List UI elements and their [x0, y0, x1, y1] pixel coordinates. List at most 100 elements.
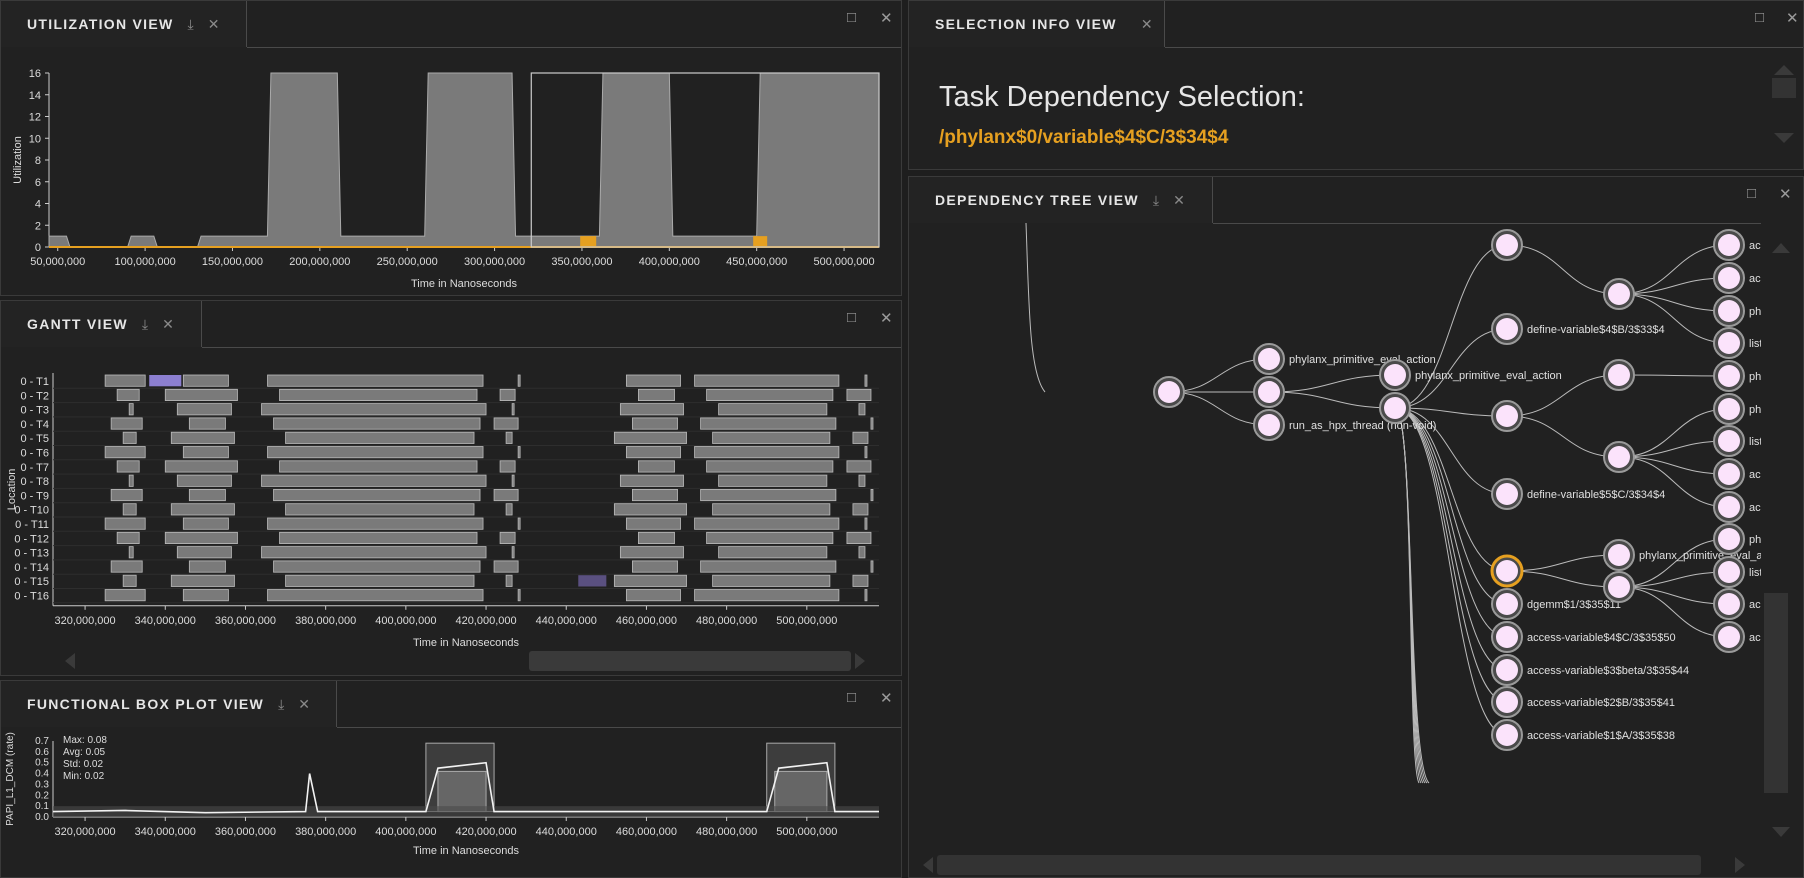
gantt-bar [613, 574, 687, 587]
tree-node [1496, 659, 1518, 681]
gantt-bar [164, 460, 238, 473]
gantt-bar [170, 431, 235, 444]
scroll-left-arrow [65, 653, 75, 669]
gantt-bar [694, 517, 840, 530]
gantt-bar [864, 374, 868, 387]
scroll-thumb-vertical [1764, 593, 1788, 793]
scroll-left-arrow [923, 857, 933, 873]
tree-node [1718, 430, 1740, 452]
boxplot-chart[interactable]: 0.00.10.20.30.40.50.60.7 320,000,000 340,0… [1, 727, 902, 878]
close-icon[interactable]: ✕ [207, 15, 220, 32]
gantt-bar [273, 488, 481, 502]
download-icon[interactable]: ⤓ [187, 15, 194, 32]
gantt-bar [116, 388, 140, 401]
maximize-icon[interactable]: □ [847, 9, 857, 26]
close-icon[interactable]: ✕ [1140, 15, 1153, 32]
close-icon[interactable]: ✕ [1786, 10, 1799, 27]
y-tick-label: 8 [35, 155, 41, 167]
tree-node-label: phylanx_primitive_eval_action [1639, 550, 1786, 562]
dependency-tree[interactable]: phylanx_primitive_eval_action run_as_hpx_… [909, 223, 1804, 878]
gantt-bar [176, 474, 232, 487]
download-icon[interactable]: ⤓ [141, 315, 149, 332]
gantt-bar [864, 517, 868, 530]
x-tick-label: 350,000,000 [551, 256, 612, 268]
close-icon[interactable]: ✕ [880, 310, 893, 327]
tree-link [1618, 456, 1730, 508]
tree-tab[interactable]: DEPENDENCY TREE VIEW ⤓ ✕ [909, 177, 1213, 223]
selection-tab[interactable]: SELECTION INFO VIEW ✕ [909, 1, 1165, 47]
close-icon[interactable]: ✕ [162, 315, 174, 332]
tree-node-label: access-variable$4$C/3$35$50 [1527, 632, 1676, 644]
close-icon[interactable]: ✕ [1173, 191, 1185, 208]
utilization-panel: UTILIZATION VIEW ⤓ ✕ □ ✕ 0 2 4 6 8 10 12 14 16 50… [0, 0, 902, 296]
gantt-bar [267, 517, 484, 530]
selection-value[interactable]: /phylanx$0/variable$4$C/3$34$4 [939, 127, 1229, 148]
tree-node [1718, 234, 1740, 256]
tree-link [1618, 571, 1730, 588]
y-tick-label: 12 [29, 112, 41, 124]
utilization-chart[interactable]: 0 2 4 6 8 10 12 14 16 50,000,000 100,000,000 150,00… [1, 47, 902, 296]
tree-node [1718, 300, 1740, 322]
scroll-right-arrow [1735, 857, 1745, 873]
gantt-bar [110, 417, 143, 430]
tree-node [1608, 283, 1630, 305]
gantt-bar [864, 589, 868, 602]
tree-node [1258, 414, 1280, 436]
selection-scrollbar[interactable] [1769, 61, 1799, 161]
tree-node [1384, 364, 1406, 386]
gantt-bar [493, 417, 519, 430]
utilization-area [48, 72, 880, 248]
utilization-tab[interactable]: UTILIZATION VIEW ⤓ ✕ [1, 1, 247, 47]
gantt-bar [858, 403, 866, 416]
y-tick-label: 4 [35, 199, 41, 211]
tree-link [1618, 408, 1730, 458]
close-icon[interactable]: ✕ [880, 690, 893, 707]
tree-node-label: dgemm$1/3$35$11 [1527, 599, 1621, 611]
x-axis-title: Time in Nanoseconds [413, 637, 519, 649]
tree-node [1496, 483, 1518, 505]
x-tick-label: 340,000,000 [135, 826, 196, 838]
download-icon[interactable]: ⤓ [278, 695, 285, 712]
x-tick-label: 450,000,000 [726, 256, 787, 268]
gantt-tab[interactable]: GANTT VIEW ⤓ ✕ [1, 301, 202, 347]
close-icon[interactable]: ✕ [880, 10, 893, 27]
gantt-chart[interactable]: 0 - T1 0 - T2 0 - T3 0 - T4 0 - T5 0 - T6 0 - … [1, 347, 902, 676]
close-icon[interactable]: ✕ [298, 695, 310, 712]
gantt-bar [638, 460, 675, 473]
boxplot-tab[interactable]: FUNCTIONAL BOX PLOT VIEW ⤓ ✕ [1, 681, 337, 727]
maximize-icon[interactable]: □ [1747, 185, 1757, 202]
tree-node-label: run_as_hpx_thread (non-void) [1289, 420, 1436, 432]
gantt-row-label: 0 - T11 [15, 519, 49, 531]
x-axis-title: Time in Nanoseconds [413, 845, 519, 857]
gantt-bar [182, 374, 229, 387]
maximize-icon[interactable]: □ [1755, 9, 1765, 26]
tree-link [1506, 415, 1620, 458]
y-tick-label: 16 [29, 68, 41, 80]
tree-link [1394, 407, 1508, 495]
gantt-bar [712, 503, 831, 516]
y-tick-label: 0.5 [35, 758, 49, 769]
gantt-bar [116, 531, 140, 545]
gantt-bar [128, 546, 134, 559]
download-icon[interactable]: ⤓ [1152, 191, 1160, 208]
x-tick-label: 500,000,000 [776, 615, 837, 627]
tree-link [1506, 244, 1620, 295]
gantt-bar [273, 417, 481, 430]
tree-node [1718, 398, 1740, 420]
tree-link [1618, 293, 1730, 344]
maximize-icon[interactable]: □ [847, 309, 857, 326]
gantt-bar [694, 589, 840, 602]
tree-node-label: phylanx_primitive_eval_action [1289, 354, 1436, 366]
close-icon[interactable]: ✕ [1779, 186, 1792, 203]
gantt-bar [182, 517, 229, 530]
tree-node [1496, 593, 1518, 615]
tree-node [1496, 724, 1518, 746]
tree-node [1258, 348, 1280, 370]
gantt-bar [517, 589, 521, 602]
gantt-row-label: 0 - T2 [20, 390, 49, 402]
selection-title: SELECTION INFO VIEW [935, 16, 1117, 32]
tree-node [1608, 446, 1630, 468]
gantt-bar [261, 474, 487, 487]
tree-node [1496, 405, 1518, 427]
maximize-icon[interactable]: □ [847, 689, 857, 706]
